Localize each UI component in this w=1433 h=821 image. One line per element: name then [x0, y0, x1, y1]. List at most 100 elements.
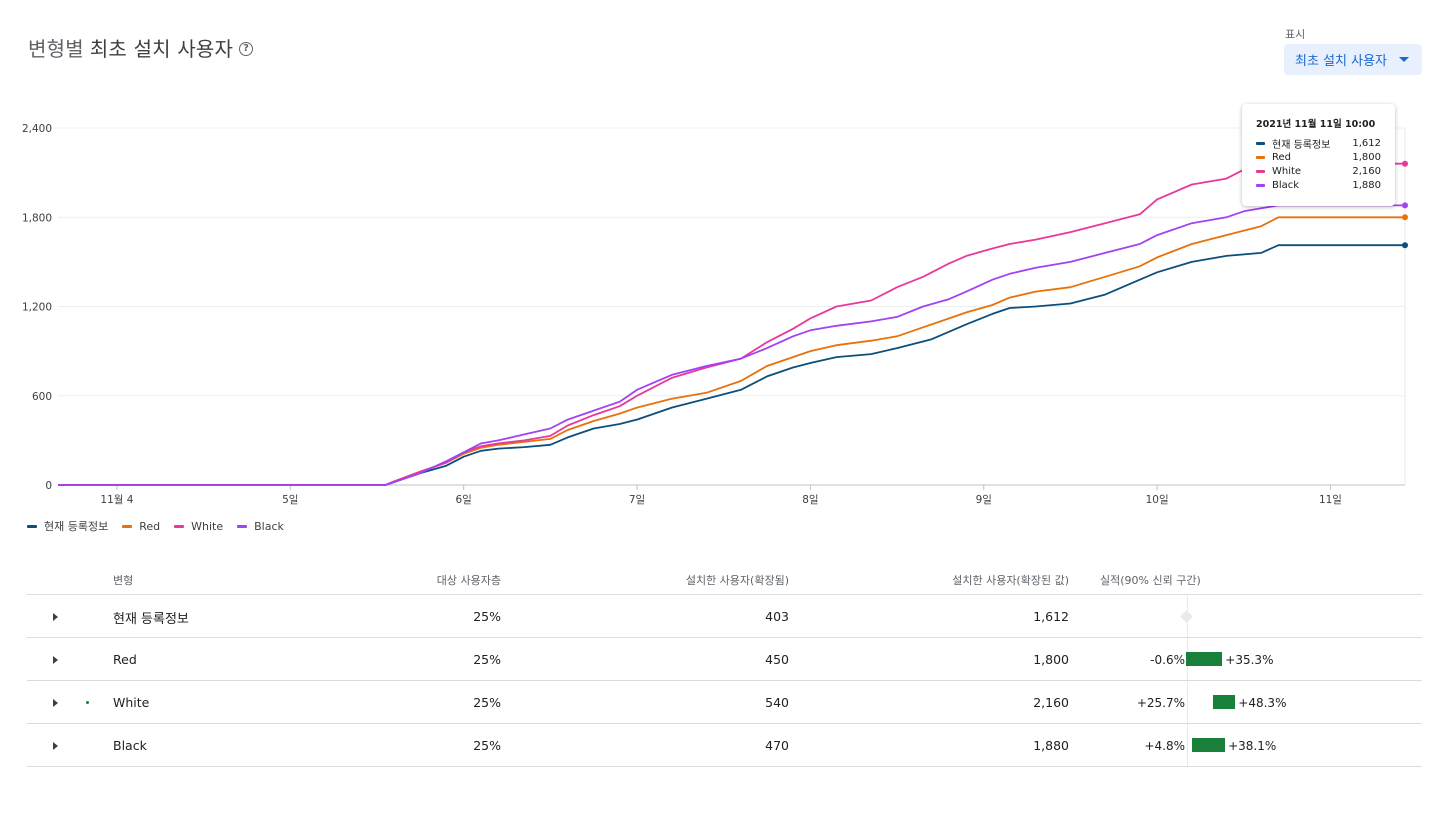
ci-high-label: +38.1% — [1228, 739, 1277, 753]
legend-swatch-icon — [237, 524, 248, 528]
install-line-chart: 0 600 1,200 1,800 2,400 11월 4 5일 6일 7일 8일 9일 10일 11일 — [22, 123, 1408, 506]
variant-name: 현재 등록정보 — [113, 612, 189, 627]
tooltip-series-value: 1,612 — [1352, 137, 1381, 149]
legend-label: Black — [254, 519, 284, 533]
legend-item[interactable]: 현재 등록정보 — [27, 518, 108, 534]
table-row[interactable]: 현재 등록정보 25% 403 1,612 — [27, 595, 1422, 638]
view-metric-dropdown[interactable]: 최초 설치 사용자 — [1284, 44, 1422, 75]
tooltip-series-name: White — [1272, 165, 1302, 177]
variant-name: Red — [113, 652, 137, 667]
dropdown-caret-icon — [1399, 57, 1409, 62]
ci-low-label: -0.6% — [1150, 653, 1185, 667]
x-tick-label: 9일 — [976, 493, 992, 506]
legend-label: 현재 등록정보 — [44, 520, 109, 533]
y-tick-label: 0 — [45, 480, 52, 492]
tooltip-swatch-icon — [1256, 169, 1265, 173]
x-tick-label: 11월 4 — [100, 494, 133, 506]
tooltip-row: Red 1,800 — [1256, 150, 1381, 164]
legend-item[interactable]: Black — [237, 518, 284, 534]
tooltip-swatch-icon — [1256, 141, 1265, 145]
tooltip-series-name: Black — [1272, 179, 1300, 191]
legend-label: White — [191, 519, 224, 533]
tooltip-row: Black 1,880 — [1256, 178, 1381, 192]
legend-swatch-icon — [174, 524, 185, 528]
ci-zero-line — [1187, 595, 1188, 767]
header-installs: 설치한 사용자(확장됨) — [685, 574, 789, 587]
series-line-White — [58, 162, 1405, 486]
x-tick-label: 11일 — [1319, 493, 1342, 506]
title-main: 최초 설치 사용자 — [89, 37, 234, 61]
header-variant: 변형 — [113, 574, 134, 587]
y-tick-label: 600 — [32, 391, 52, 403]
tooltip-row: White 2,160 — [1256, 164, 1381, 178]
ci-low-label: +4.8% — [1144, 739, 1185, 753]
legend-item[interactable]: White — [174, 518, 223, 534]
audience-cell: 25% — [473, 652, 501, 667]
ci-high-label: +35.3% — [1225, 653, 1274, 667]
x-tick-label: 5일 — [282, 493, 298, 506]
series-end-marker — [1402, 214, 1408, 221]
legend-item[interactable]: Red — [122, 518, 160, 534]
header-performance: 실적(90% 신뢰 구간) — [1100, 574, 1201, 587]
scaled-cell: 1,800 — [1033, 652, 1069, 667]
ci-bar — [1212, 695, 1236, 709]
series-end-marker — [1402, 160, 1408, 167]
ci-high-label: +48.3% — [1238, 696, 1287, 710]
x-tick-label: 7일 — [629, 493, 645, 506]
variant-name: White — [113, 695, 150, 710]
expand-arrow-icon[interactable] — [53, 613, 58, 621]
tooltip-series-value: 1,800 — [1352, 151, 1381, 163]
tooltip-series-value: 2,160 — [1352, 165, 1381, 177]
table-row[interactable]: White 25% 540 2,160 +25.7% +48.3% — [27, 681, 1422, 724]
expand-arrow-icon[interactable] — [53, 742, 58, 750]
leading-variant-dot-icon — [86, 701, 89, 704]
expand-arrow-icon[interactable] — [53, 699, 58, 707]
series-end-marker — [1402, 242, 1408, 249]
variant-name: Black — [113, 738, 147, 753]
ci-low-label: +25.7% — [1136, 696, 1185, 710]
tooltip-series-value: 1,880 — [1352, 179, 1381, 191]
help-circle-icon[interactable]: ? — [239, 42, 254, 56]
page-title: 변형별 최초 설치 사용자 ? — [28, 33, 254, 62]
header-audience: 대상 사용자층 — [436, 574, 501, 587]
audience-cell: 25% — [473, 738, 501, 753]
series-line-현재 등록정보 — [58, 244, 1405, 486]
baseline-diamond-icon — [1180, 610, 1193, 623]
audience-cell: 25% — [473, 609, 501, 624]
table-row[interactable]: Black 25% 470 1,880 +4.8% +38.1% — [27, 724, 1422, 767]
tooltip-series-name: 현재 등록정보 — [1272, 139, 1331, 151]
series-line-Red — [58, 216, 1405, 486]
y-tick-label: 1,800 — [22, 212, 52, 224]
x-tick-label: 6일 — [455, 493, 471, 506]
x-tick-label: 8일 — [802, 493, 818, 506]
series-line-Black — [58, 204, 1405, 486]
table-row[interactable]: Red 25% 450 1,800 -0.6% +35.3% — [27, 638, 1422, 681]
installs-cell: 540 — [765, 695, 789, 710]
scaled-cell: 2,160 — [1033, 695, 1069, 710]
y-tick-label: 2,400 — [22, 123, 52, 135]
tooltip-title: 2021년 11월 11일 10:00 — [1256, 119, 1376, 130]
y-tick-label: 1,200 — [22, 302, 52, 314]
tooltip-series-name: Red — [1272, 151, 1291, 163]
ci-bar — [1191, 738, 1226, 752]
title-prefix: 변형별 — [28, 37, 84, 61]
installs-cell: 450 — [765, 652, 789, 667]
view-label: 표시 — [1285, 28, 1306, 41]
tooltip-swatch-icon — [1256, 183, 1265, 187]
view-selected-value: 최초 설치 사용자 — [1295, 54, 1387, 69]
tooltip-row: 현재 등록정보 1,612 — [1256, 136, 1381, 151]
scaled-cell: 1,612 — [1033, 609, 1069, 624]
header-scaled: 설치한 사용자(확장된 값) — [952, 574, 1069, 587]
ci-bar — [1186, 652, 1223, 666]
x-tick-label: 10일 — [1146, 493, 1169, 506]
tooltip-swatch-icon — [1256, 155, 1265, 159]
legend-label: Red — [139, 519, 161, 533]
legend-swatch-icon — [122, 524, 133, 528]
legend-swatch-icon — [27, 524, 37, 528]
installs-cell: 403 — [765, 609, 789, 624]
variant-table: 변형 대상 사용자층 설치한 사용자(확장됨) 설치한 사용자(확장된 값) 실… — [27, 565, 1422, 767]
expand-arrow-icon[interactable] — [53, 656, 58, 664]
scaled-cell: 1,880 — [1033, 738, 1069, 753]
table-header: 변형 대상 사용자층 설치한 사용자(확장됨) 설치한 사용자(확장된 값) 실… — [27, 565, 1422, 595]
chart-tooltip: 2021년 11월 11일 10:00 현재 등록정보 1,612 Red 1,… — [1242, 104, 1395, 206]
